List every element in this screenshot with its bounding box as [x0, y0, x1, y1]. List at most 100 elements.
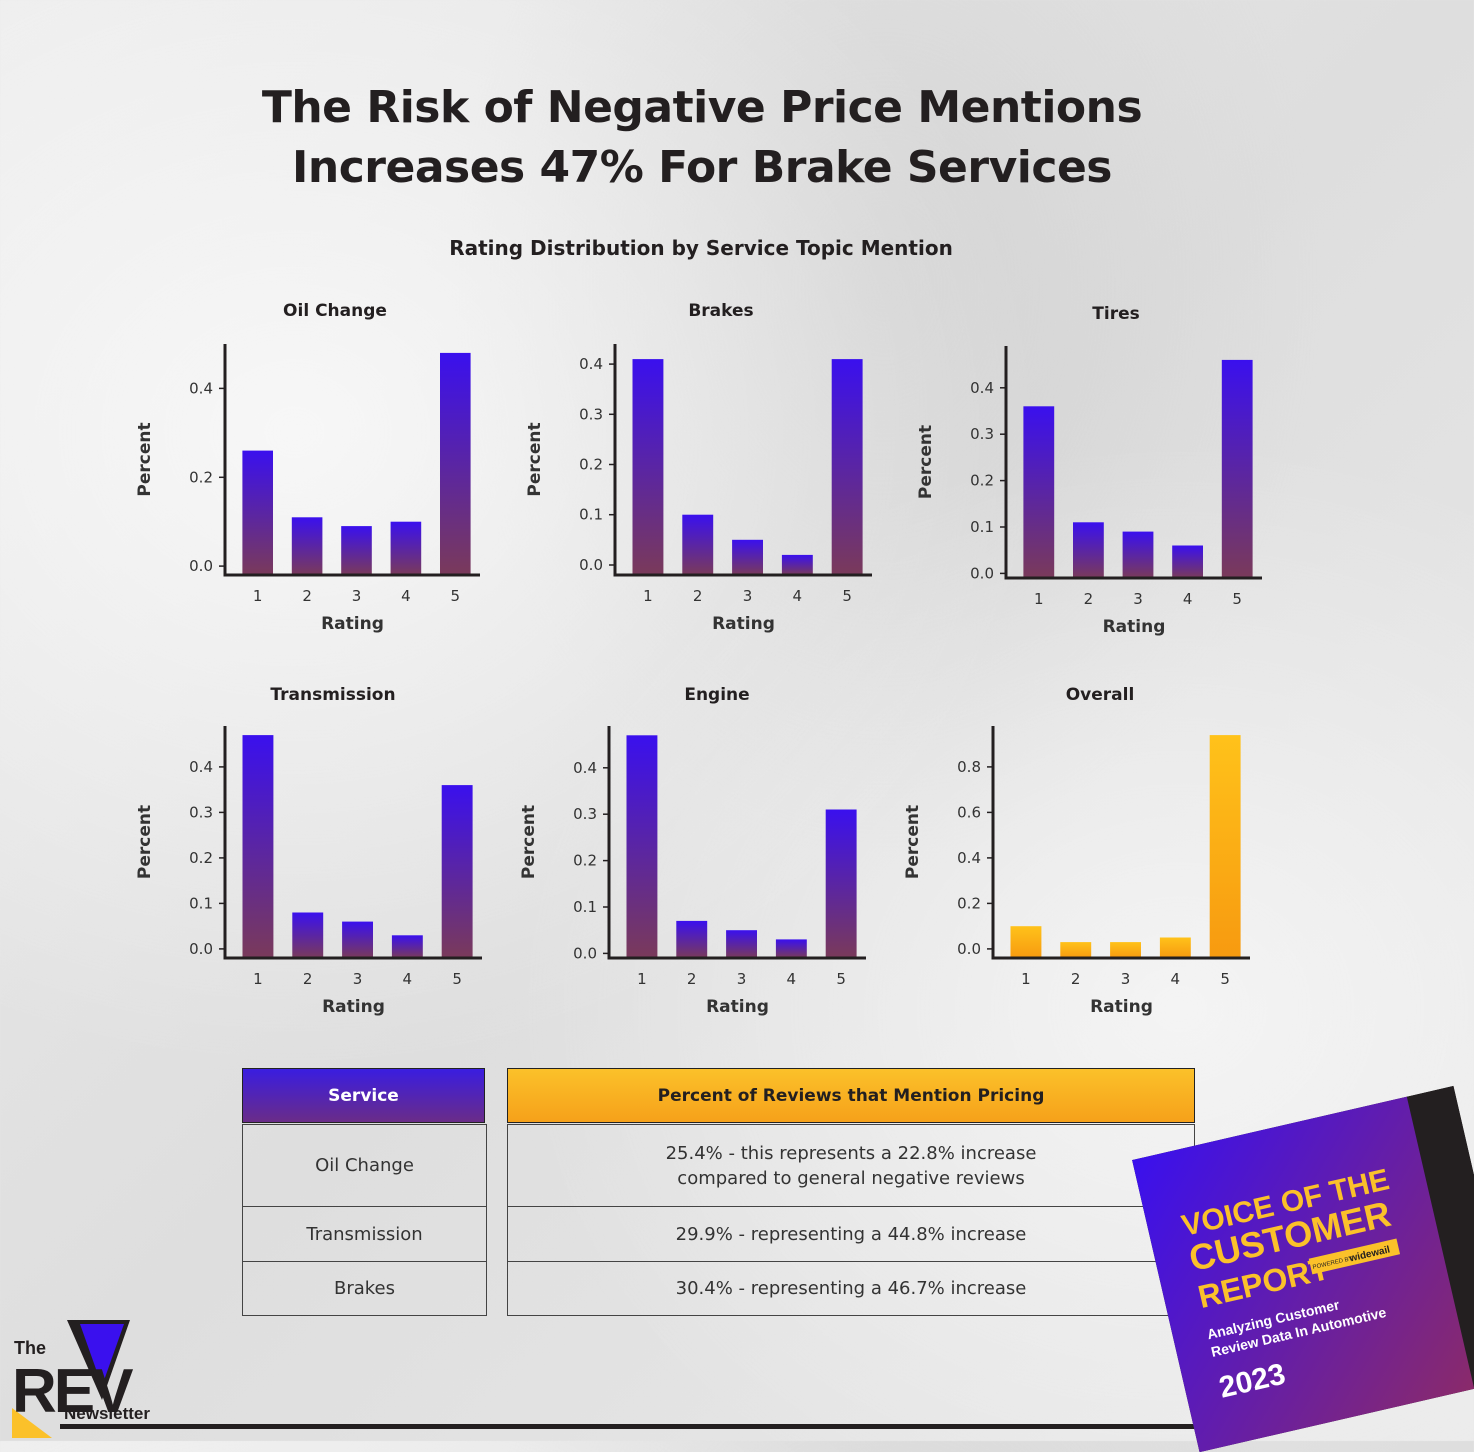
y-tick-label: 0.1 [579, 506, 603, 524]
x-tick-label: 5 [836, 970, 846, 988]
y-tick-label: 0.1 [189, 894, 213, 912]
y-tick-label: 0.2 [579, 456, 603, 474]
x-tick-label: 3 [737, 970, 747, 988]
x-tick-label: 2 [1084, 590, 1094, 608]
y-tick-label: 0.4 [573, 759, 597, 777]
y-axis-label: Percent [519, 805, 539, 879]
y-tick-label: 0.2 [189, 468, 213, 486]
pricing-text-line-1: 25.4% - this represents a 22.8% increase [665, 1142, 1037, 1164]
y-tick-label: 0.4 [579, 355, 603, 373]
x-tick-label: 2 [1071, 970, 1081, 988]
bar [342, 921, 373, 958]
x-axis-label: Rating [1103, 617, 1166, 637]
y-axis-label: Percent [903, 805, 923, 879]
y-tick-label: 0.3 [573, 805, 597, 823]
y-tick-label: 0.4 [970, 379, 994, 397]
y-tick-label: 0.4 [189, 379, 213, 397]
x-tick-label: 4 [787, 970, 797, 988]
y-tick-label: 0.4 [957, 849, 981, 867]
bar [831, 359, 863, 575]
chart-title: Oil Change [283, 301, 387, 321]
x-tick-label: 5 [451, 587, 461, 605]
bar [775, 939, 807, 958]
x-tick-label: 3 [353, 970, 363, 988]
y-axis-label: Percent [135, 805, 155, 879]
x-tick-label: 3 [352, 587, 362, 605]
x-tick-label: 4 [1171, 970, 1181, 988]
x-tick-label: 4 [403, 970, 413, 988]
bar [1159, 937, 1191, 958]
bar [390, 521, 422, 575]
x-tick-label: 1 [1021, 970, 1031, 988]
y-tick-label: 0.0 [189, 557, 213, 575]
x-axis-label: Rating [712, 614, 775, 634]
bar [292, 912, 324, 958]
y-tick-label: 0.3 [970, 425, 994, 443]
table-cell-pricing: 29.9% - representing a 44.8% increase [507, 1206, 1195, 1262]
x-tick-label: 3 [1121, 970, 1131, 988]
x-tick-label: 4 [793, 587, 803, 605]
x-tick-label: 3 [1133, 590, 1143, 608]
x-tick-label: 1 [253, 970, 263, 988]
bar [341, 526, 372, 575]
bar [682, 514, 714, 575]
report-cover-image: VOICE OF THE CUSTOMER REPORT POWERED BY … [1132, 1085, 1474, 1452]
y-tick-label: 0.2 [957, 894, 981, 912]
chart-title: Overall [1066, 685, 1135, 705]
x-tick-label: 3 [743, 587, 753, 605]
y-tick-label: 0.2 [573, 852, 597, 870]
y-tick-label: 0.0 [189, 940, 213, 958]
logo-the: The [14, 1338, 46, 1358]
y-tick-label: 0.8 [957, 758, 981, 776]
bar [242, 735, 274, 958]
bar [781, 554, 813, 575]
bar [441, 785, 473, 958]
x-axis-label: Rating [322, 997, 385, 1017]
table-header-pricing: Percent of Reviews that Mention Pricing [507, 1068, 1195, 1123]
y-tick-label: 0.2 [970, 472, 994, 490]
chart-title: Brakes [688, 301, 753, 321]
bar [1209, 735, 1241, 958]
x-tick-label: 2 [302, 587, 312, 605]
bar [1110, 942, 1141, 958]
table-cell-pricing: 30.4% - representing a 46.7% increase [507, 1261, 1195, 1316]
footer-divider [60, 1424, 1200, 1429]
table-cell-service: Transmission [242, 1206, 487, 1262]
bar [825, 809, 857, 958]
logo-newsletter: Newsletter [64, 1404, 150, 1423]
title-line-2: Increases 47% For Brake Services [292, 142, 1112, 193]
bar [291, 517, 323, 576]
y-tick-label: 0.1 [573, 898, 597, 916]
bar [626, 735, 658, 958]
x-tick-label: 1 [1034, 590, 1044, 608]
x-tick-label: 2 [687, 970, 697, 988]
rev-newsletter-logo: The REV Newsletter [12, 1320, 150, 1438]
bar [1060, 942, 1092, 958]
x-tick-label: 1 [637, 970, 647, 988]
x-axis-label: Rating [321, 614, 384, 634]
y-tick-label: 0.4 [189, 758, 213, 776]
table-cell-pricing: 25.4% - this represents a 22.8% increase… [507, 1124, 1195, 1207]
x-tick-label: 5 [1220, 970, 1230, 988]
bar [726, 930, 757, 958]
y-axis-label: Percent [525, 422, 545, 496]
chart-title: Transmission [270, 685, 395, 705]
x-axis-label: Rating [1090, 997, 1153, 1017]
x-tick-label: 5 [452, 970, 462, 988]
y-tick-label: 0.0 [579, 556, 603, 574]
y-tick-label: 0.0 [573, 944, 597, 962]
chart-title: Engine [684, 685, 749, 705]
bar [440, 352, 471, 575]
table-cell-service: Brakes [242, 1261, 487, 1316]
x-tick-label: 2 [303, 970, 313, 988]
y-tick-label: 0.0 [957, 940, 981, 958]
y-axis-label: Percent [135, 422, 155, 496]
x-tick-label: 4 [1183, 590, 1193, 608]
bar [1172, 545, 1203, 578]
y-tick-label: 0.2 [189, 849, 213, 867]
bar [732, 539, 763, 575]
x-tick-label: 2 [693, 587, 703, 605]
x-tick-label: 1 [643, 587, 653, 605]
y-tick-label: 0.0 [970, 564, 994, 582]
y-tick-label: 0.1 [970, 518, 994, 536]
